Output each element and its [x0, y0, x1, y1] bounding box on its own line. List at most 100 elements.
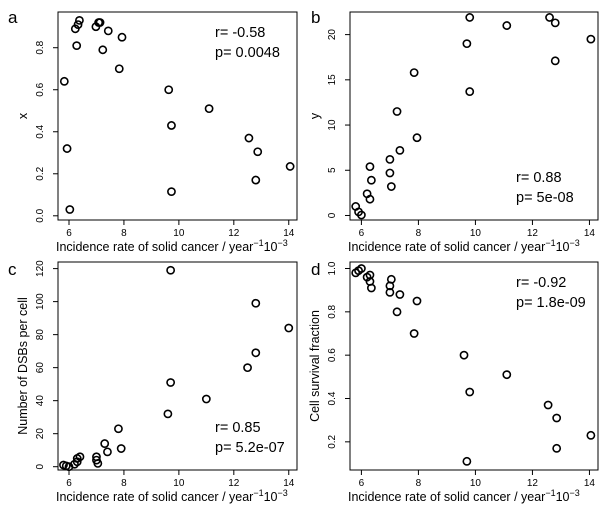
- data-point: [284, 323, 294, 333]
- y-tick-label: 5: [327, 167, 338, 173]
- data-point: [59, 76, 69, 86]
- data-point: [357, 210, 366, 220]
- x-axis-title-scale-exponent: −3: [278, 488, 288, 498]
- data-point: [103, 26, 113, 36]
- data-point: [201, 394, 211, 404]
- y-tick-label: 40: [35, 395, 46, 407]
- y-tick-label: 80: [35, 329, 46, 341]
- correlation-p: p= 5e-08: [516, 190, 574, 206]
- y-tick-label: 0: [35, 463, 46, 469]
- x-tick-label: 6: [359, 478, 365, 489]
- x-axis-title-exponent: −1: [253, 238, 263, 248]
- data-point: [409, 68, 419, 77]
- data-points: [351, 13, 596, 220]
- data-point: [412, 133, 422, 143]
- data-points: [59, 16, 295, 214]
- y-tick-label: 0.8: [327, 304, 338, 318]
- data-point: [386, 274, 396, 284]
- x-axis-title-main: Incidence rate of solid cancer / year: [56, 240, 253, 254]
- correlation-p: p= 1.8e-09: [516, 295, 586, 311]
- x-tick-label: 8: [121, 228, 127, 239]
- x-axis-title-scale-exponent: −3: [570, 238, 580, 248]
- data-point: [164, 85, 174, 95]
- x-tick-label: 6: [66, 478, 72, 489]
- x-axis-title-scale-exponent: −3: [278, 238, 288, 248]
- x-axis-title-exponent: −1: [545, 488, 555, 498]
- x-axis-title-exponent: −1: [253, 488, 263, 498]
- data-point: [243, 363, 252, 373]
- data-point: [586, 34, 596, 44]
- data-point: [366, 175, 376, 185]
- data-point: [62, 144, 72, 153]
- data-point: [65, 205, 75, 214]
- data-point: [75, 452, 85, 462]
- data-points: [351, 264, 596, 466]
- data-point: [75, 16, 84, 25]
- x-axis-title: Incidence rate of solid cancer / year−11…: [348, 488, 580, 504]
- data-point: [366, 283, 376, 293]
- panel-letter: b: [311, 8, 320, 27]
- x-axis-title-scale: 10: [556, 240, 570, 254]
- y-tick-label: 0.6: [327, 348, 338, 362]
- data-point: [117, 32, 127, 42]
- x-axis-title: Incidence rate of solid cancer / year−11…: [56, 488, 288, 504]
- data-point: [103, 447, 112, 457]
- y-tick-label: 1.0: [327, 261, 338, 275]
- y-tick-label: 0.0: [35, 208, 46, 222]
- x-tick-label: 6: [66, 228, 72, 239]
- x-tick-label: 10: [173, 228, 185, 239]
- x-tick-label: 10: [470, 228, 482, 239]
- x-axis-title: Incidence rate of solid cancer / year−11…: [348, 238, 580, 254]
- correlation-p: p= 5.2e-07: [215, 440, 285, 456]
- y-tick-label: 120: [35, 260, 46, 277]
- x-axis-title-scale: 10: [264, 240, 278, 254]
- x-axis-title-main: Incidence rate of solid cancer / year: [56, 490, 253, 504]
- plot-frame: [349, 11, 599, 221]
- y-tick-label: 0.6: [35, 82, 46, 96]
- x-axis-title-main: Incidence rate of solid cancer / year: [348, 490, 545, 504]
- x-tick-label: 14: [283, 228, 295, 239]
- x-tick-label: 12: [228, 228, 240, 239]
- y-tick-label: 0.2: [327, 434, 338, 448]
- data-point: [409, 329, 419, 338]
- correlation-r: r= 0.85: [215, 420, 261, 436]
- x-axis-title-scale-exponent: −3: [570, 488, 580, 498]
- data-point: [73, 20, 83, 30]
- data-point: [552, 413, 562, 423]
- x-axis-title-scale: 10: [264, 490, 278, 504]
- x-tick-label: 10: [470, 478, 482, 489]
- data-point: [395, 290, 405, 299]
- data-point: [116, 444, 126, 453]
- panel-letter: d: [311, 260, 320, 279]
- x-tick-label: 12: [527, 478, 539, 489]
- panel-c: c 6 8 10 12 14 0 20 40 60 80 100 120 Incidence rate o…: [8, 260, 298, 504]
- x-tick-label: 12: [228, 478, 240, 489]
- data-point: [502, 21, 512, 30]
- panel-letter: c: [8, 260, 17, 279]
- data-point: [98, 45, 108, 55]
- data-point: [253, 147, 263, 157]
- panel-d: d 6 8 10 12 14 0.2 0.4 0.6 0.8 1.0 Incidence rate o…: [308, 260, 599, 504]
- correlation-p: p= 0.0048: [215, 45, 280, 61]
- data-point: [550, 18, 560, 28]
- data-point: [462, 456, 472, 466]
- data-point: [72, 41, 82, 51]
- data-point: [465, 387, 475, 397]
- data-point: [95, 18, 105, 27]
- data-point: [114, 64, 124, 74]
- y-tick-label: 0: [327, 212, 338, 218]
- data-point: [114, 424, 123, 434]
- x-tick-label: 8: [121, 478, 127, 489]
- y-tick-label: 100: [35, 293, 46, 310]
- x-axis-title-scale: 10: [556, 490, 570, 504]
- data-point: [244, 133, 254, 143]
- correlation-r: r= -0.92: [516, 275, 566, 291]
- panel-letter: a: [8, 8, 18, 27]
- data-point: [163, 409, 173, 419]
- data-point: [392, 107, 402, 116]
- data-point: [365, 194, 375, 204]
- data-point: [357, 264, 366, 273]
- data-point: [251, 298, 261, 308]
- data-point: [251, 348, 261, 358]
